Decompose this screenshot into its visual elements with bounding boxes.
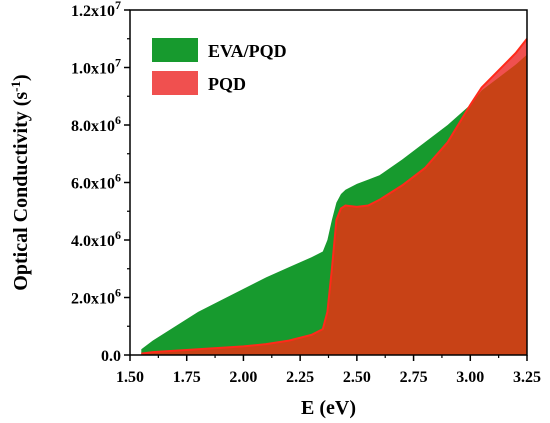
x-tick-label: 1.50 — [116, 369, 144, 386]
y-axis-title-superscript: -1 — [8, 81, 23, 92]
x-tick-label: 3.00 — [456, 369, 484, 386]
y-tick-label: 0.0 — [101, 348, 121, 365]
legend-swatch-pqd — [152, 71, 198, 95]
y-tick-label: 8.0x106 — [71, 113, 121, 135]
x-tick-label: 3.25 — [513, 369, 541, 386]
y-tick-label: 4.0x106 — [71, 228, 121, 250]
legend-label-eva-pqd: EVA/PQD — [208, 41, 287, 61]
legend: EVA/PQD PQD — [152, 38, 287, 95]
legend-swatch-eva-pqd — [152, 38, 198, 62]
legend-label-pqd: PQD — [208, 74, 246, 94]
y-tick-label: 2.0x106 — [71, 286, 121, 308]
y-tick-label: 6.0x106 — [71, 171, 121, 193]
x-tick-label: 2.75 — [400, 369, 428, 386]
y-tick-label: 1.2x107 — [71, 0, 121, 20]
y-axis-title: Optical Conductivity (s-1) — [8, 74, 33, 290]
y-axis-title-close: ) — [10, 74, 32, 81]
series-line-pqd — [141, 38, 528, 355]
x-axis-title: E (eV) — [301, 397, 356, 419]
series-overlap-area — [141, 54, 527, 355]
x-tick-label: 2.25 — [286, 369, 314, 386]
x-tick-label: 1.75 — [173, 369, 201, 386]
y-axis-title-main: Optical Conductivity (s — [10, 92, 32, 291]
y-tick-label: 1.0x107 — [71, 56, 121, 78]
x-tick-label: 2.00 — [229, 369, 257, 386]
x-tick-label: 2.50 — [343, 369, 371, 386]
